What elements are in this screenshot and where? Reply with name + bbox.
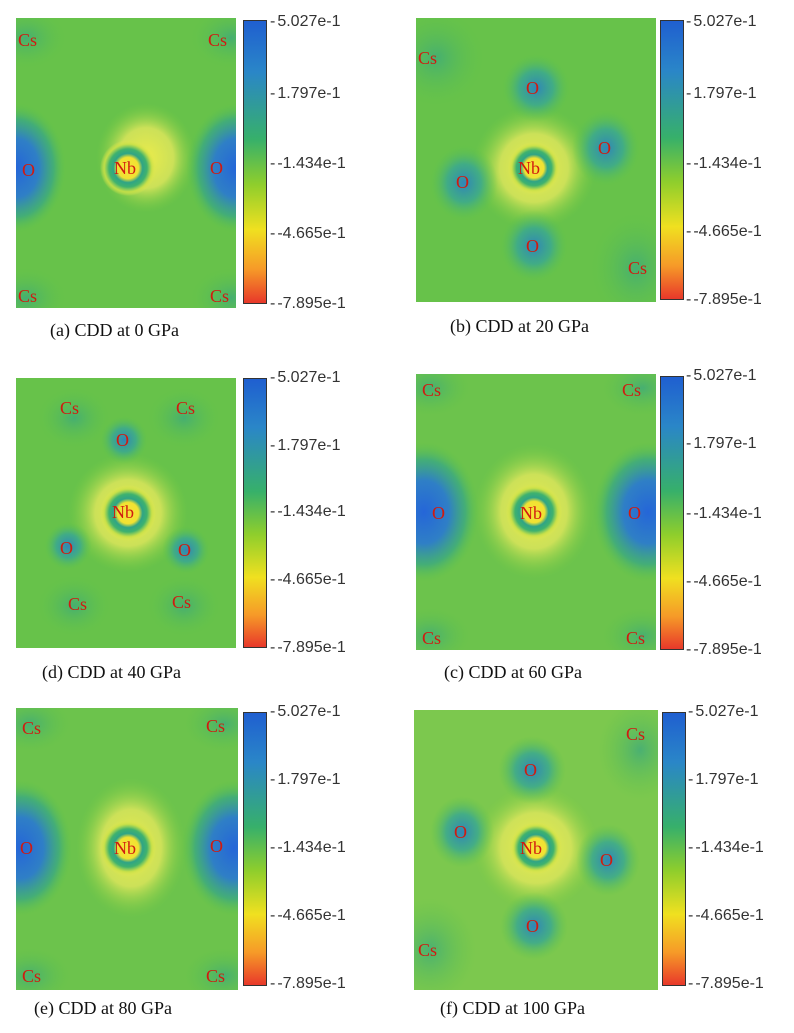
colorbar-tick: 5.027e-1 xyxy=(270,370,340,386)
colorbar-tick: -1.434e-1 xyxy=(270,504,346,520)
atom-label: Cs xyxy=(22,966,41,986)
atom-label: O xyxy=(598,138,611,158)
colorbar-tick: -1.434e-1 xyxy=(270,840,346,856)
panel-caption: (d) CDD at 40 GPa xyxy=(42,662,181,682)
colorbar-tick: -7.895e-1 xyxy=(270,976,346,992)
atom-label: O xyxy=(210,836,223,856)
atom-label: Cs xyxy=(422,380,441,400)
atom-label: Nb xyxy=(520,503,542,523)
colorbar xyxy=(660,376,684,650)
atom-label: O xyxy=(456,172,469,192)
atom-label: O xyxy=(526,236,539,256)
colorbar xyxy=(660,20,684,300)
colorbar-tick: -7.895e-1 xyxy=(270,640,346,656)
atom-label: O xyxy=(628,503,641,523)
atom-label: Cs xyxy=(418,48,437,68)
atom-label: Cs xyxy=(418,940,437,960)
atom-label: Cs xyxy=(172,592,191,612)
panel-caption: (f) CDD at 100 GPa xyxy=(440,998,585,1018)
colorbar-tick: 1.797e-1 xyxy=(270,438,340,454)
atom-label: O xyxy=(20,838,33,858)
cdd-map-b: Cs O O Nb O O Cs xyxy=(416,18,656,302)
panel-caption: (b) CDD at 20 GPa xyxy=(450,316,589,336)
cdd-map-e: Cs Cs O Nb O Cs Cs xyxy=(16,708,238,990)
colorbar-tick: 1.797e-1 xyxy=(686,436,756,452)
atom-label: O xyxy=(210,158,223,178)
cdd-map-a: Cs Cs O Nb O Cs Cs xyxy=(16,18,236,308)
atom-label: Cs xyxy=(68,594,87,614)
atom-label: Nb xyxy=(518,158,540,178)
atom-label: O xyxy=(116,430,129,450)
atom-label: Cs xyxy=(626,628,645,648)
colorbar xyxy=(243,378,267,648)
colorbar xyxy=(243,712,267,986)
colorbar xyxy=(243,20,267,304)
colorbar-tick: 5.027e-1 xyxy=(686,14,756,30)
colorbar-tick: -4.665e-1 xyxy=(270,226,346,242)
colorbar-tick: -4.665e-1 xyxy=(270,572,346,588)
colorbar-tick: 5.027e-1 xyxy=(270,704,340,720)
atom-label: O xyxy=(432,503,445,523)
atom-label: Cs xyxy=(210,286,229,306)
atom-label: O xyxy=(22,160,35,180)
atom-label: Cs xyxy=(422,628,441,648)
colorbar-tick: -4.665e-1 xyxy=(686,574,762,590)
colorbar-tick: -4.665e-1 xyxy=(270,908,346,924)
colorbar-tick: -1.434e-1 xyxy=(686,506,762,522)
colorbar-tick: -1.434e-1 xyxy=(270,156,346,172)
colorbar-tick: -7.895e-1 xyxy=(270,296,346,312)
atom-label: Cs xyxy=(18,286,37,306)
atom-label: Nb xyxy=(520,838,542,858)
atom-label: O xyxy=(600,850,613,870)
atom-label: Cs xyxy=(206,716,225,736)
colorbar-tick: 5.027e-1 xyxy=(686,368,756,384)
colorbar-tick: 1.797e-1 xyxy=(688,772,758,788)
colorbar-tick: -4.665e-1 xyxy=(688,908,764,924)
colorbar-tick: 5.027e-1 xyxy=(688,704,758,720)
colorbar-tick: 1.797e-1 xyxy=(270,772,340,788)
panel-caption: (a) CDD at 0 GPa xyxy=(50,320,179,340)
atom-label: O xyxy=(454,822,467,842)
atom-label: Cs xyxy=(60,398,79,418)
colorbar-tick: 1.797e-1 xyxy=(270,86,340,102)
atom-label: O xyxy=(526,916,539,936)
atom-label: Cs xyxy=(622,380,641,400)
atom-label: Cs xyxy=(176,398,195,418)
atom-label: O xyxy=(60,538,73,558)
atom-label: Nb xyxy=(114,158,136,178)
colorbar-tick: -7.895e-1 xyxy=(686,292,762,308)
colorbar-tick: -7.895e-1 xyxy=(686,642,762,658)
cdd-map-c: Cs Cs O Nb O Cs Cs xyxy=(416,374,656,650)
colorbar-tick: 5.027e-1 xyxy=(270,14,340,30)
panel-caption: (e) CDD at 80 GPa xyxy=(34,998,172,1018)
cdd-map-f: Cs O O Nb O O Cs xyxy=(414,710,658,990)
colorbar-tick: 1.797e-1 xyxy=(686,86,756,102)
atom-label: Cs xyxy=(626,724,645,744)
atom-label: Nb xyxy=(114,838,136,858)
colorbar-tick: -7.895e-1 xyxy=(688,976,764,992)
cdd-map-d: Cs Cs O Nb O O Cs Cs xyxy=(16,378,236,648)
atom-label: O xyxy=(524,760,537,780)
colorbar xyxy=(662,712,686,986)
atom-label: O xyxy=(178,540,191,560)
atom-label: Nb xyxy=(112,502,134,522)
atom-label: Cs xyxy=(22,718,41,738)
atom-label: Cs xyxy=(206,966,225,986)
atom-label: Cs xyxy=(18,30,37,50)
panel-caption: (c) CDD at 60 GPa xyxy=(444,662,582,682)
atom-label: O xyxy=(526,78,539,98)
atom-label: Cs xyxy=(628,258,647,278)
atom-label: Cs xyxy=(208,30,227,50)
colorbar-tick: -4.665e-1 xyxy=(686,224,762,240)
colorbar-tick: -1.434e-1 xyxy=(686,156,762,172)
colorbar-tick: -1.434e-1 xyxy=(688,840,764,856)
